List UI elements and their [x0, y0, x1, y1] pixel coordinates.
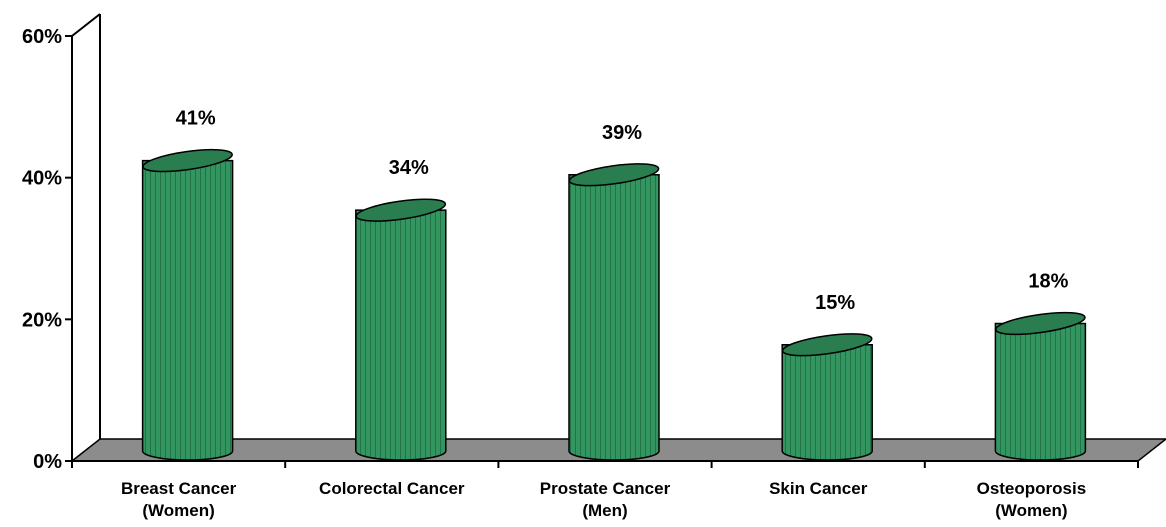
data-label: 15%: [815, 292, 855, 314]
x-tick-label: (Women): [995, 501, 1067, 520]
bar-top: [995, 311, 1086, 336]
bar: [781, 333, 873, 461]
bar-top: [142, 148, 233, 173]
bar-body: [568, 174, 660, 461]
bar-body: [141, 159, 234, 461]
bar-body: [355, 209, 447, 461]
data-label: 41%: [176, 108, 216, 130]
data-label: 18%: [1028, 271, 1068, 293]
bar-top: [781, 333, 873, 357]
y-axis-top-edge: [71, 13, 101, 37]
labels: 0% 20% 40% 60% 41% Breast Cancer (Women) 34% Col…: [22, 26, 1086, 520]
bar-top: [355, 198, 447, 222]
x-tick-label: Osteoporosis: [977, 479, 1087, 498]
data-label: 39%: [602, 122, 642, 144]
y-tick-label: 60%: [22, 26, 62, 48]
bar-top: [568, 163, 660, 187]
bar: [355, 198, 447, 461]
bar-body: [994, 322, 1087, 461]
x-tick-label: (Women): [142, 501, 214, 520]
x-tick-label: Breast Cancer: [121, 479, 237, 498]
x-tick-label: Colorectal Cancer: [319, 479, 465, 498]
bars: [141, 148, 1087, 461]
y-tick-label: 20%: [22, 309, 62, 331]
bar: [568, 163, 660, 461]
y-tick-label: 0%: [33, 451, 62, 473]
x-tick-label: (Men): [582, 501, 627, 520]
bar: [141, 148, 234, 461]
x-tick-label: Skin Cancer: [769, 479, 868, 498]
bar-body: [781, 344, 873, 461]
y-tick-label: 40%: [22, 168, 62, 190]
bar: [994, 311, 1087, 461]
x-tick-label: Prostate Cancer: [540, 479, 671, 498]
data-label: 34%: [389, 157, 429, 179]
